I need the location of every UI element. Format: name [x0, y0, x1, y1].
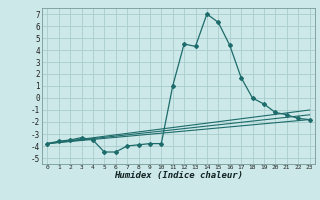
X-axis label: Humidex (Indice chaleur): Humidex (Indice chaleur): [114, 171, 243, 180]
